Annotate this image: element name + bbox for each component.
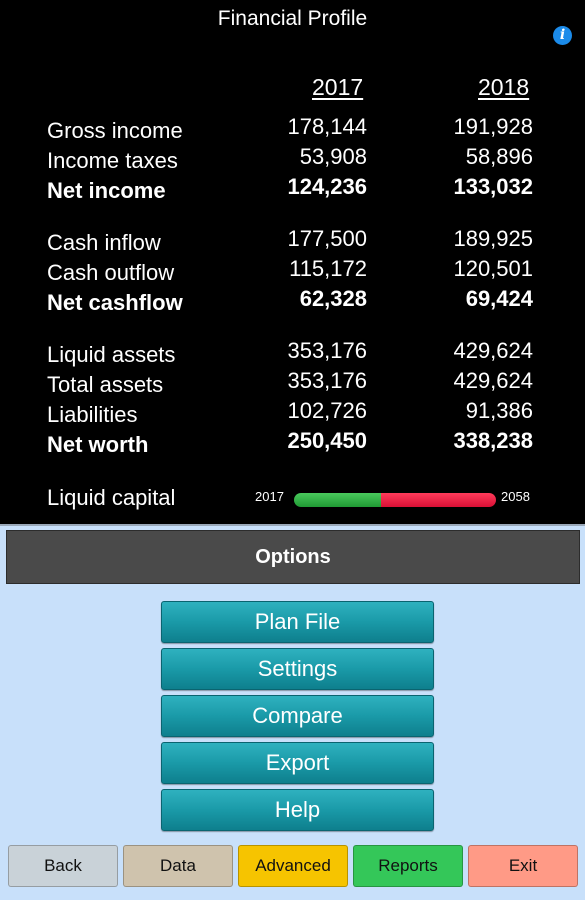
exit-button[interactable]: Exit: [468, 845, 578, 887]
options-header: Options: [6, 530, 580, 584]
row-label-cash-outflow: Cash outflow: [47, 260, 175, 285]
year-header-2017: 2017: [312, 74, 364, 100]
gross-income-2018: 191,928: [453, 114, 533, 139]
net-worth-2017: 250,450: [287, 428, 367, 453]
cash-outflow-2018: 120,501: [453, 256, 533, 281]
liquid-capital-bar-red: [380, 493, 496, 507]
liquid-capital-bar: [294, 493, 496, 507]
net-income-2018: 133,032: [453, 174, 533, 199]
page-title: Financial Profile: [217, 7, 368, 30]
row-label-liabilities: Liabilities: [47, 402, 138, 427]
back-button[interactable]: Back: [8, 845, 118, 887]
help-button[interactable]: Help: [161, 789, 434, 831]
row-label-cash-inflow: Cash inflow: [47, 230, 161, 255]
cash-inflow-2017: 177,500: [287, 226, 367, 251]
compare-button[interactable]: Compare: [161, 695, 434, 737]
row-label-total-assets: Total assets: [47, 372, 164, 397]
settings-button[interactable]: Settings: [161, 648, 434, 690]
net-worth-2018: 338,238: [453, 428, 533, 453]
gross-income-2017: 178,144: [287, 114, 367, 139]
liquid-capital-start-year: 2017: [255, 489, 284, 504]
cash-outflow-2017: 115,172: [289, 256, 367, 281]
net-income-2017: 124,236: [287, 174, 367, 199]
income-taxes-2018: 58,896: [465, 144, 533, 169]
liquid-assets-2017: 353,176: [287, 338, 367, 363]
cash-inflow-2018: 189,925: [453, 226, 533, 251]
data-button[interactable]: Data: [123, 845, 233, 887]
net-cashflow-2018: 69,424: [465, 286, 533, 311]
reports-button[interactable]: Reports: [353, 845, 463, 887]
liquid-capital-label: Liquid capital: [47, 485, 176, 510]
year-header-2018: 2018: [478, 74, 530, 100]
financial-profile-panel: Financial Profile i 2017 2018 Gross inco…: [0, 0, 585, 526]
plan-file-button[interactable]: Plan File: [161, 601, 434, 643]
liquid-assets-2018: 429,624: [453, 338, 533, 363]
row-label-liquid-assets: Liquid assets: [47, 342, 176, 367]
net-cashflow-2017: 62,328: [299, 286, 367, 311]
row-label-net-income: Net income: [47, 178, 166, 203]
row-label-income-taxes: Income taxes: [47, 148, 178, 173]
liabilities-2018: 91,386: [465, 398, 533, 423]
info-icon[interactable]: i: [553, 26, 572, 45]
advanced-button[interactable]: Advanced: [238, 845, 348, 887]
row-label-net-cashflow: Net cashflow: [47, 290, 183, 315]
row-label-net-worth: Net worth: [47, 432, 149, 457]
income-taxes-2017: 53,908: [299, 144, 367, 169]
liquid-capital-end-year: 2058: [501, 489, 530, 504]
row-label-gross-income: Gross income: [47, 118, 183, 143]
total-assets-2018: 429,624: [453, 368, 533, 393]
export-button[interactable]: Export: [161, 742, 434, 784]
liquid-capital-bar-green: [294, 493, 381, 507]
total-assets-2017: 353,176: [287, 368, 367, 393]
liabilities-2017: 102,726: [287, 398, 367, 423]
